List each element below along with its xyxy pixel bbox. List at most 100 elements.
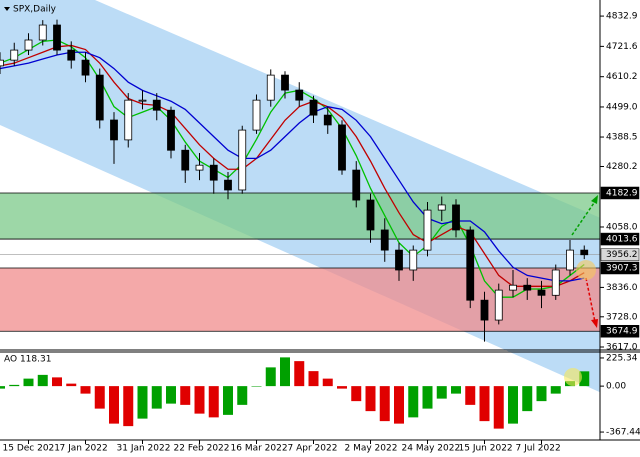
candle-body (338, 124, 346, 171)
highlight-circle (576, 260, 596, 280)
ao-bar (151, 386, 162, 409)
candle-body (53, 24, 61, 51)
chart-title: SPX,Daily (13, 5, 57, 15)
x-tick-label: 2 May 2022 (345, 444, 398, 454)
level-label-box (600, 186, 640, 200)
candle-body (537, 289, 546, 296)
ao-bar (579, 371, 590, 387)
ao-bar (451, 386, 461, 394)
y-tick-label: 3836.0 (606, 283, 638, 293)
y-tick-label: 4058.0 (606, 222, 638, 232)
ao-bar (294, 361, 305, 387)
ao-bar (80, 386, 91, 394)
x-tick-label: 7 Jan 2022 (60, 444, 108, 454)
candle-body (138, 99, 147, 102)
moving-average (0, 51, 585, 282)
highlight-circle (564, 368, 582, 386)
ao-bar (280, 357, 290, 387)
candle-body (195, 164, 204, 171)
candle-body (110, 119, 118, 141)
y-tick-label: 3617.0 (606, 343, 638, 353)
level-label-box (600, 261, 640, 275)
ao-bar (109, 386, 119, 424)
candle-body (67, 49, 76, 61)
ao-bar (337, 386, 347, 389)
candle-body (395, 249, 403, 271)
candle-body (181, 149, 190, 171)
moving-average (0, 44, 585, 287)
ao-bar (137, 386, 148, 419)
ao-bar (308, 371, 319, 387)
ao-bar (536, 386, 547, 402)
ao-bar (251, 386, 262, 387)
y-tick-label: 4610.2 (606, 72, 638, 82)
candle-body (224, 179, 232, 191)
y-tick-label: 4499.0 (606, 102, 638, 112)
ao-bar (508, 386, 518, 424)
forecast-arrow (591, 195, 598, 204)
candle-body (323, 114, 332, 126)
ao-bar (365, 386, 376, 412)
ao-bar (322, 378, 333, 387)
y-tick-label: 225.34 (606, 353, 638, 363)
candle-body (309, 99, 318, 116)
level-label-box (600, 324, 640, 338)
ao-bar (194, 386, 205, 414)
level-label: 3956.2 (606, 250, 638, 260)
candle-body (566, 249, 574, 271)
y-tick-label: 4721.6 (606, 42, 638, 52)
candle-body (238, 129, 247, 191)
x-tick-label: 22 Feb 2022 (174, 444, 230, 454)
ao-bar (493, 386, 504, 429)
level-label-box (600, 248, 640, 261)
x-tick-label: 7 Apr 2022 (288, 444, 338, 454)
forecast-arrow (571, 199, 597, 236)
candle-body (480, 299, 489, 321)
candle-body (81, 59, 90, 76)
candle-body (580, 249, 589, 256)
candle-body (494, 289, 503, 321)
y-tick-label: 4832.9 (606, 12, 638, 22)
ao-bar (522, 386, 533, 412)
ao-bar (166, 386, 176, 404)
forecast-arrow (591, 319, 598, 328)
price-zone (0, 267, 600, 332)
x-tick-label: 15 Jun 2022 (459, 444, 513, 454)
candle-body (380, 229, 389, 251)
level-label-box (600, 232, 640, 246)
ao-bar (23, 378, 34, 387)
y-tick-label: 3728.0 (606, 312, 638, 322)
candle-body (209, 164, 218, 181)
x-tick-label: 16 Mar 2022 (231, 444, 288, 454)
ao-bar (52, 377, 62, 387)
y-tick-label: -367.44 (606, 428, 640, 438)
ao-bar (123, 386, 134, 427)
ao-bar (479, 386, 490, 422)
candle-body (10, 49, 19, 61)
candle-body (452, 204, 460, 231)
candle-body (0, 59, 4, 67)
forecast-arrow (585, 277, 596, 323)
ao-bar (0, 386, 5, 389)
level-label: 4013.6 (606, 235, 638, 245)
ao-bar (66, 383, 77, 387)
ao-bar (408, 386, 419, 418)
ao-bar (180, 386, 191, 405)
candle-body (423, 209, 432, 251)
candle-body (281, 74, 289, 91)
ao-bar (351, 386, 362, 402)
candle-body (124, 99, 133, 141)
y-tick-label: 4280.2 (606, 162, 638, 172)
candle-body (437, 204, 446, 211)
candle-body (95, 74, 104, 121)
x-tick-label: 31 Jan 2022 (117, 444, 171, 454)
ao-bar (436, 386, 447, 399)
candle-body (366, 199, 375, 231)
candle-body (24, 39, 33, 51)
candle-body (409, 249, 418, 271)
y-tick-label: 4388.5 (606, 133, 638, 143)
candle-body (352, 169, 361, 201)
level-label: 4182.9 (606, 188, 638, 198)
ao-bar (422, 386, 433, 409)
